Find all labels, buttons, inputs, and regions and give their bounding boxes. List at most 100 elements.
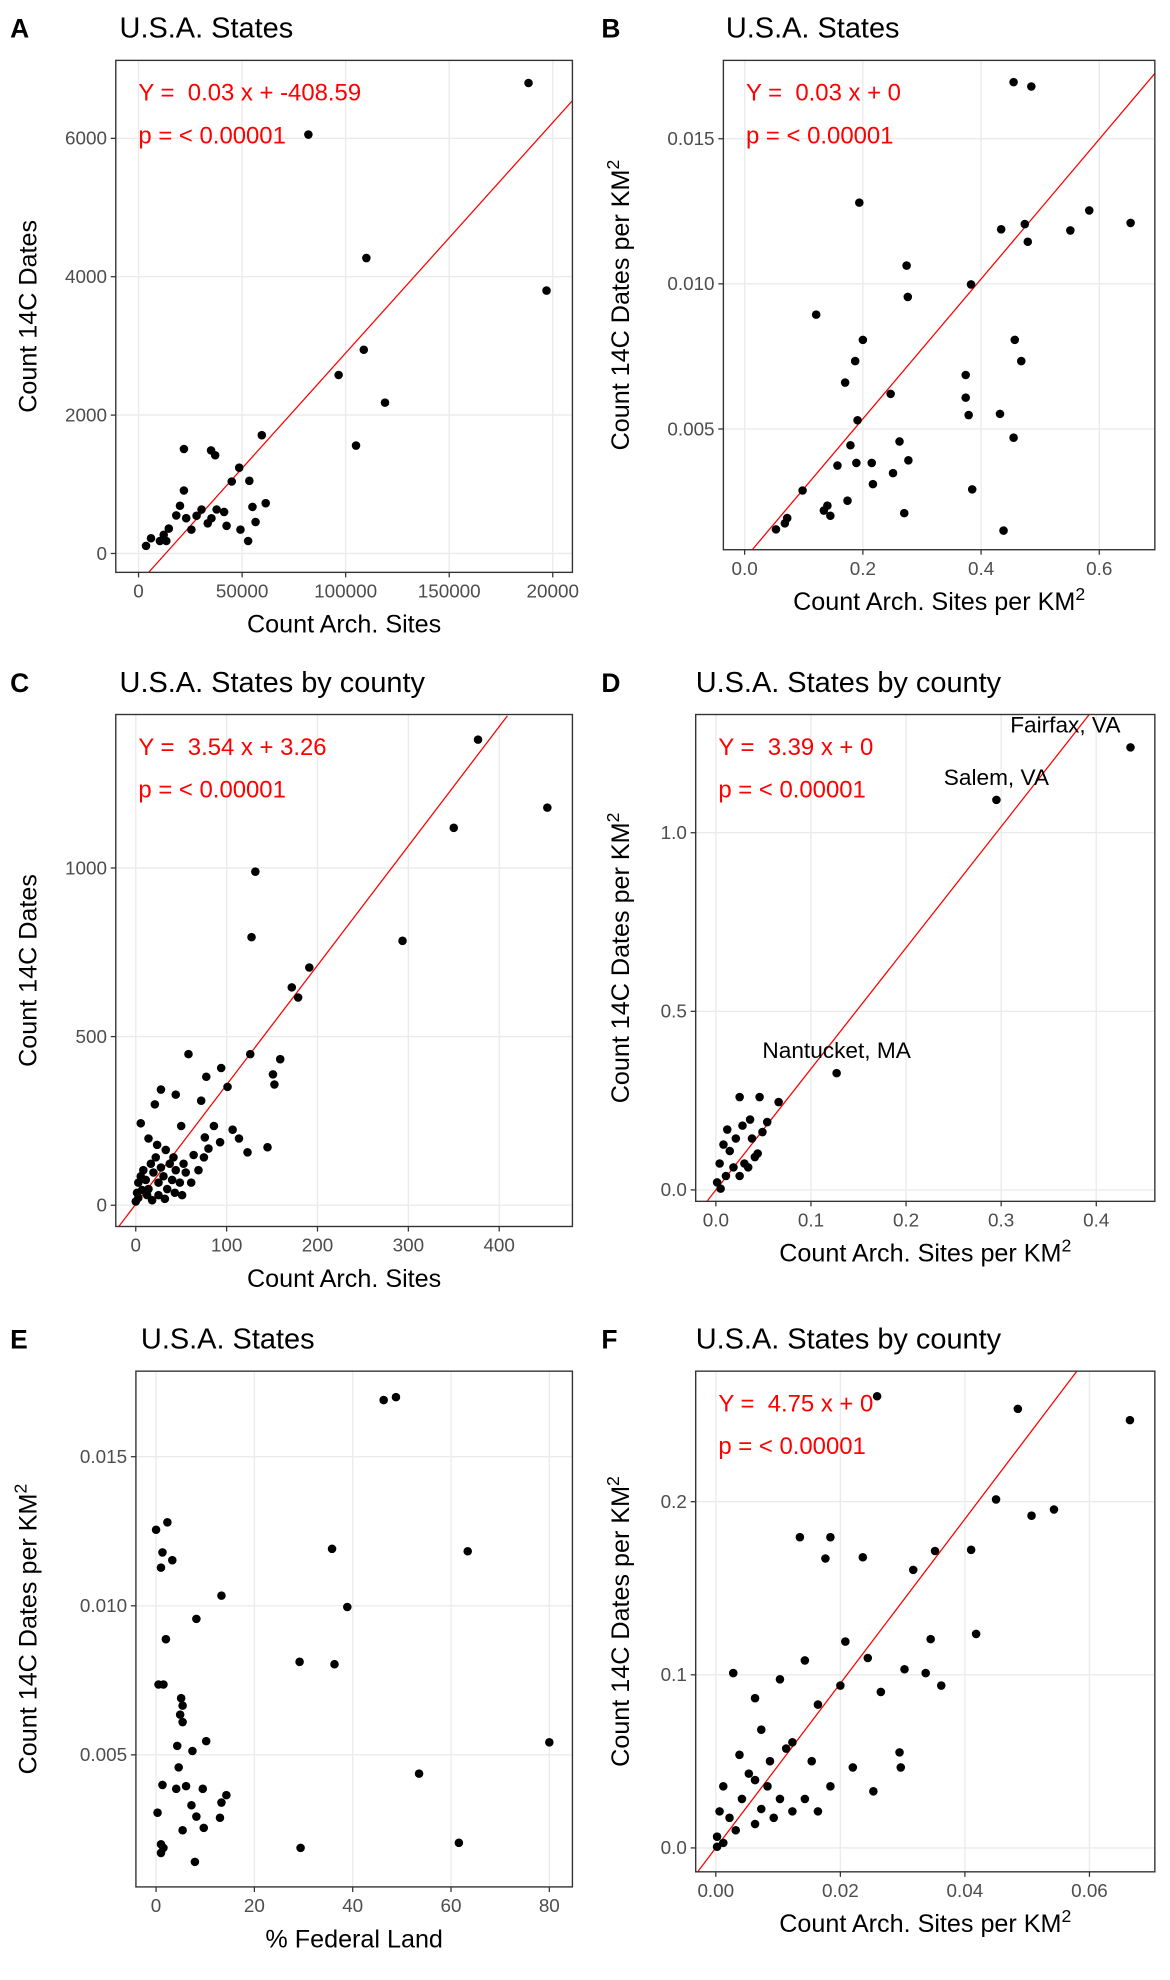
point bbox=[1027, 82, 1036, 91]
point bbox=[245, 476, 254, 486]
point bbox=[155, 536, 165, 546]
point bbox=[228, 1125, 237, 1134]
point bbox=[848, 1763, 858, 1772]
point-label: Nantucket, MA bbox=[762, 1038, 911, 1063]
x-tick-label: 40 bbox=[342, 1895, 363, 1916]
point bbox=[175, 501, 185, 511]
x-tick-label: 0.0 bbox=[703, 1209, 729, 1230]
point bbox=[359, 345, 369, 354]
point bbox=[149, 1168, 158, 1177]
point bbox=[215, 1813, 225, 1823]
point bbox=[295, 1657, 304, 1667]
point bbox=[247, 932, 256, 942]
point bbox=[165, 1159, 175, 1169]
point bbox=[162, 1184, 172, 1194]
point bbox=[807, 1756, 816, 1766]
x-tick-label: 150000 bbox=[418, 581, 481, 602]
point bbox=[788, 1738, 797, 1747]
point bbox=[398, 936, 407, 946]
point bbox=[1020, 219, 1030, 229]
panel: 0.0 0.2 0.4 0.6 0.005 0.010 0.015 Y = 0.03 x + … bbox=[601, 13, 1156, 616]
point bbox=[1027, 1511, 1036, 1520]
equation: p = < 0.00001 bbox=[746, 122, 893, 149]
point bbox=[380, 398, 390, 407]
y-axis-label: Count 14C Dates bbox=[15, 220, 43, 413]
point bbox=[154, 1190, 163, 1200]
panel-letter: A bbox=[10, 14, 29, 44]
y-axis-label: Count 14C Dates bbox=[15, 874, 43, 1067]
point bbox=[719, 1140, 728, 1149]
point bbox=[212, 505, 221, 514]
point bbox=[217, 1591, 226, 1600]
point bbox=[833, 461, 842, 470]
point bbox=[991, 1495, 1001, 1504]
panel: 0.00 0.02 0.04 0.06 0.0 0.1 0.2 Y = 4.75 x + 0 p… bbox=[601, 1324, 1156, 1938]
y-axis-label: Count 14C Dates per KM2 bbox=[603, 1476, 635, 1767]
point bbox=[257, 430, 267, 440]
point bbox=[186, 1178, 196, 1187]
point bbox=[190, 1857, 200, 1867]
point bbox=[327, 1544, 337, 1554]
point bbox=[725, 1813, 734, 1823]
point bbox=[744, 1769, 754, 1778]
plot-border bbox=[722, 59, 1156, 551]
point bbox=[156, 1848, 166, 1858]
point bbox=[287, 983, 297, 992]
x-tick-label: 20000 bbox=[527, 581, 579, 602]
point bbox=[966, 1545, 976, 1555]
point bbox=[921, 1668, 930, 1678]
point bbox=[542, 286, 551, 295]
x-axis-label: Count Arch. Sites bbox=[247, 611, 441, 639]
x-tick-label: 20 bbox=[244, 1895, 265, 1916]
point bbox=[330, 1659, 339, 1669]
equation: p = < 0.00001 bbox=[138, 777, 285, 804]
point bbox=[171, 1090, 181, 1099]
panel-letter: F bbox=[601, 1325, 617, 1355]
point bbox=[181, 1168, 191, 1177]
point bbox=[930, 1546, 940, 1556]
point bbox=[896, 1763, 906, 1772]
point bbox=[245, 1049, 255, 1059]
point bbox=[775, 1675, 785, 1684]
x-axis-label: Count Arch. Sites bbox=[247, 1265, 441, 1293]
y-axis-label: Count 14C Dates per KM2 bbox=[11, 1484, 43, 1775]
point bbox=[175, 1178, 185, 1187]
point bbox=[747, 1134, 757, 1143]
point bbox=[136, 1119, 146, 1128]
point bbox=[840, 378, 850, 387]
panel-title: U.S.A. States by county bbox=[696, 667, 1002, 699]
x-tick-label: 0.06 bbox=[1071, 1880, 1108, 1901]
point bbox=[236, 525, 245, 534]
point bbox=[735, 1750, 744, 1760]
point bbox=[162, 536, 171, 546]
x-tick-label: 0.6 bbox=[1086, 558, 1112, 579]
point bbox=[1016, 356, 1026, 366]
point bbox=[729, 1163, 738, 1172]
point bbox=[995, 409, 1005, 419]
point bbox=[209, 1121, 219, 1131]
point bbox=[895, 1748, 904, 1757]
point bbox=[716, 1184, 725, 1193]
x-tick-label: 0.4 bbox=[968, 558, 994, 579]
point bbox=[170, 1188, 180, 1198]
point bbox=[192, 1614, 201, 1624]
point bbox=[156, 1163, 166, 1172]
point bbox=[227, 477, 237, 486]
point bbox=[1009, 433, 1018, 442]
x-tick-label: 100 bbox=[211, 1235, 242, 1256]
plot-background bbox=[115, 60, 573, 573]
point bbox=[167, 1175, 177, 1185]
x-tick-label: 0.2 bbox=[893, 1209, 919, 1230]
panel-title: U.S.A. States bbox=[120, 13, 294, 45]
point bbox=[454, 1838, 464, 1848]
point bbox=[268, 1070, 278, 1079]
x-tick-label: 0.4 bbox=[1083, 1209, 1109, 1230]
panel-title: U.S.A. States bbox=[726, 13, 900, 45]
y-tick-label: 0.5 bbox=[661, 1001, 687, 1022]
point bbox=[819, 506, 829, 515]
point bbox=[362, 253, 371, 263]
point bbox=[176, 1693, 186, 1703]
point bbox=[147, 1195, 157, 1205]
equation: p = < 0.00001 bbox=[718, 777, 865, 804]
point bbox=[134, 1178, 143, 1187]
